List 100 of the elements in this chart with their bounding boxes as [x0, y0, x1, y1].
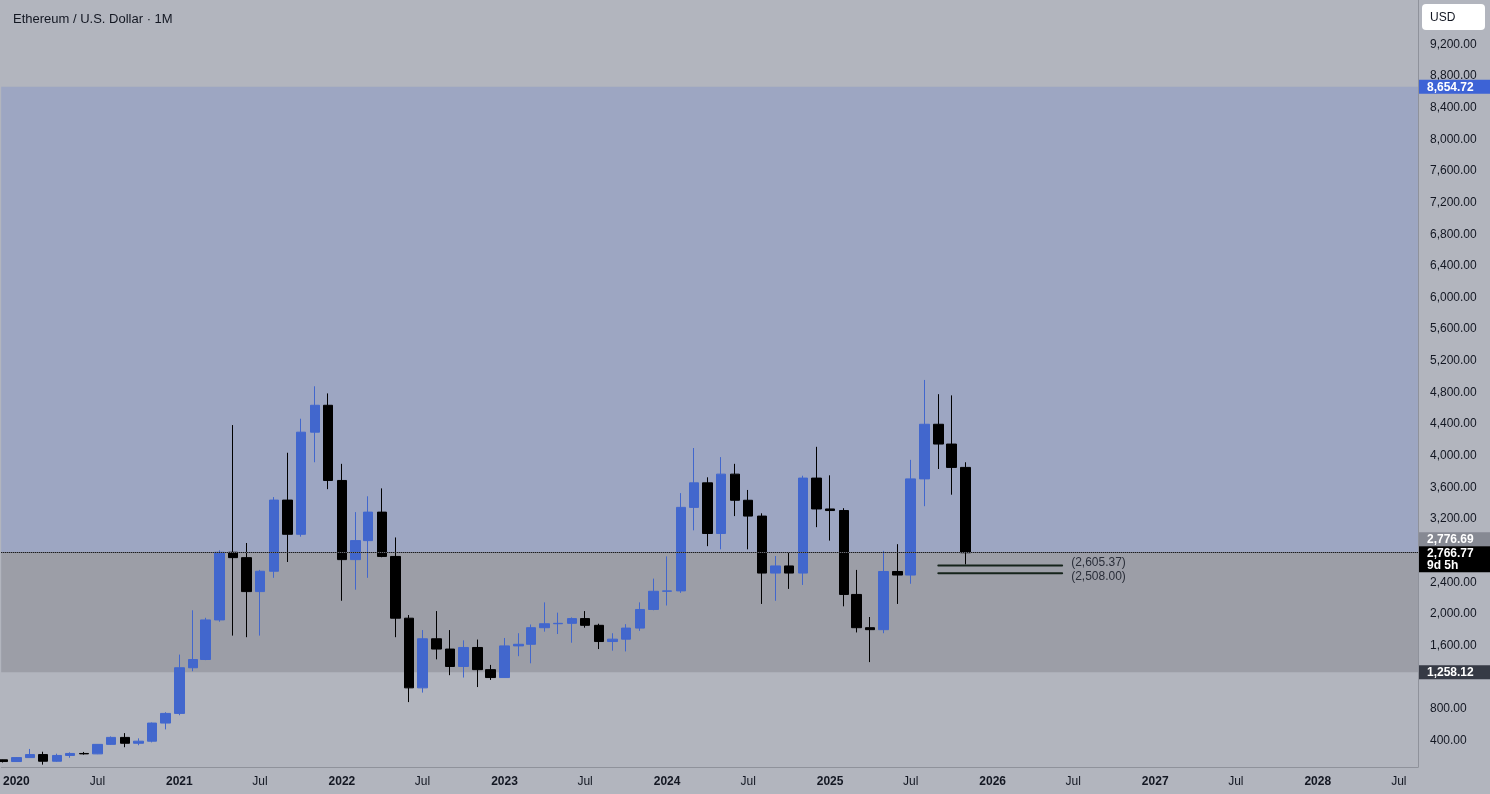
candlestick: [798, 475, 808, 586]
y-tick-label: 3,600.00: [1430, 479, 1478, 494]
candlestick: [635, 601, 645, 632]
candlestick: [946, 394, 957, 496]
y-tick-label: 5,600.00: [1430, 321, 1478, 336]
band-label: 1,258.12: [1427, 665, 1475, 680]
candlestick: [485, 664, 496, 681]
ref-line-label: 2,766.77 9d 5h: [1427, 546, 1475, 573]
candlestick: [526, 624, 536, 664]
x-tick-label: Jul: [740, 774, 756, 788]
candlestick: [65, 751, 75, 759]
candlestick: [499, 637, 510, 679]
candlestick: [730, 463, 740, 517]
x-tick-label: 2027: [1141, 774, 1169, 788]
candlestick: [255, 569, 265, 637]
x-tick-label: Jul: [1391, 774, 1407, 788]
candlestick: [323, 392, 333, 490]
candlestick: [174, 654, 185, 716]
y-tick-label: 6,400.00: [1430, 258, 1478, 273]
candlestick: [689, 447, 699, 531]
y-tick-label: 7,600.00: [1430, 163, 1478, 178]
y-tick-label: 6,000.00: [1430, 289, 1478, 304]
x-tick-label: Jul: [89, 774, 106, 788]
candlestick: [539, 601, 550, 633]
x-tick-label: 2020: [3, 774, 31, 788]
ref-line-label: 2,776.69: [1427, 532, 1475, 547]
candlestick: [92, 743, 103, 755]
y-tick-label: 400.00: [1430, 733, 1468, 748]
y-tick-label: 5,200.00: [1430, 353, 1478, 368]
candlestick: [716, 456, 726, 550]
y-tick-label: 8,000.00: [1430, 131, 1478, 146]
candlestick: [404, 614, 414, 703]
candlestick: [743, 489, 753, 550]
candlestick: [784, 551, 794, 590]
text: Ethereum / U.S. Dollar · 1M: [13, 11, 173, 26]
candlestick: [133, 737, 144, 746]
y-tick-label: 9,200.00: [1430, 36, 1478, 51]
candlestick: [458, 639, 469, 679]
candlestick: [865, 616, 875, 663]
x-tick-label: Jul: [577, 774, 593, 788]
x-tick-label: 2021: [166, 774, 194, 788]
candlestick: [241, 542, 252, 638]
y-tick-label: 4,400.00: [1430, 416, 1478, 431]
x-tick-label: 2024: [653, 774, 681, 788]
x-tick-label: Jul: [252, 774, 268, 788]
candlestick: [553, 612, 563, 635]
x-tick-label: Jul: [1065, 774, 1081, 788]
y-tick-label: 2,000.00: [1430, 606, 1478, 621]
candlestick: [513, 632, 524, 657]
candlestick: [905, 459, 916, 585]
y-axis-title: USD: [1430, 10, 1456, 24]
candlestick: [214, 549, 225, 623]
candlestick: [662, 555, 672, 607]
candlestick: [878, 550, 889, 634]
x-tick-label: 2023: [491, 774, 519, 788]
candlestick: [38, 751, 48, 766]
y-tick-label: 1,600.00: [1430, 638, 1478, 653]
candlestick: [200, 617, 211, 661]
y-tick-label: 8,400.00: [1430, 99, 1478, 114]
candlestick: [350, 511, 361, 591]
candlestick: [621, 623, 631, 652]
candlestick: [594, 623, 604, 650]
x-tick-label: Jul: [1228, 774, 1244, 788]
candlestick: [106, 735, 116, 746]
candlestick: [825, 474, 835, 542]
y-tick-label: 2,400.00: [1430, 574, 1478, 589]
x-tick-label: 2026: [979, 774, 1007, 788]
candlestick: [120, 732, 130, 748]
candlestick: [269, 496, 279, 579]
candlestick: [811, 446, 822, 528]
candlestick: [770, 555, 781, 602]
candlestick: [11, 756, 22, 763]
x-tick-label: 2028: [1304, 774, 1332, 788]
y-tick-label: 7,200.00: [1430, 194, 1478, 209]
x-tick-label: 2022: [328, 774, 356, 788]
candlestick: [702, 476, 713, 547]
candlestick: [417, 629, 428, 694]
candlestick: [933, 393, 944, 470]
x-tick-label: 2025: [816, 774, 844, 788]
y-tick-label: 800.00: [1430, 701, 1468, 716]
candlestick: [160, 711, 171, 730]
candlestick: [188, 609, 198, 672]
candlestick: [296, 418, 306, 538]
candlestick: [147, 722, 157, 743]
annotation: (2,605.37): [1071, 555, 1126, 570]
y-tick-label: 4,000.00: [1430, 448, 1478, 463]
candlestick: [79, 751, 89, 756]
candlestick: [445, 629, 455, 676]
annotation: (2,508.00): [1071, 569, 1126, 584]
y-tick-label: 4,800.00: [1430, 384, 1478, 399]
x-tick-label: Jul: [903, 774, 919, 788]
candlestick: [363, 495, 373, 579]
candlestick: [431, 610, 442, 660]
candlestick: [607, 632, 618, 652]
candlestick: [25, 748, 35, 759]
candlestick: [648, 578, 659, 611]
candlestick: [567, 616, 577, 644]
y-tick-label: 3,200.00: [1430, 511, 1478, 526]
x-tick-label: Jul: [414, 774, 431, 788]
candlestick: [851, 569, 862, 633]
